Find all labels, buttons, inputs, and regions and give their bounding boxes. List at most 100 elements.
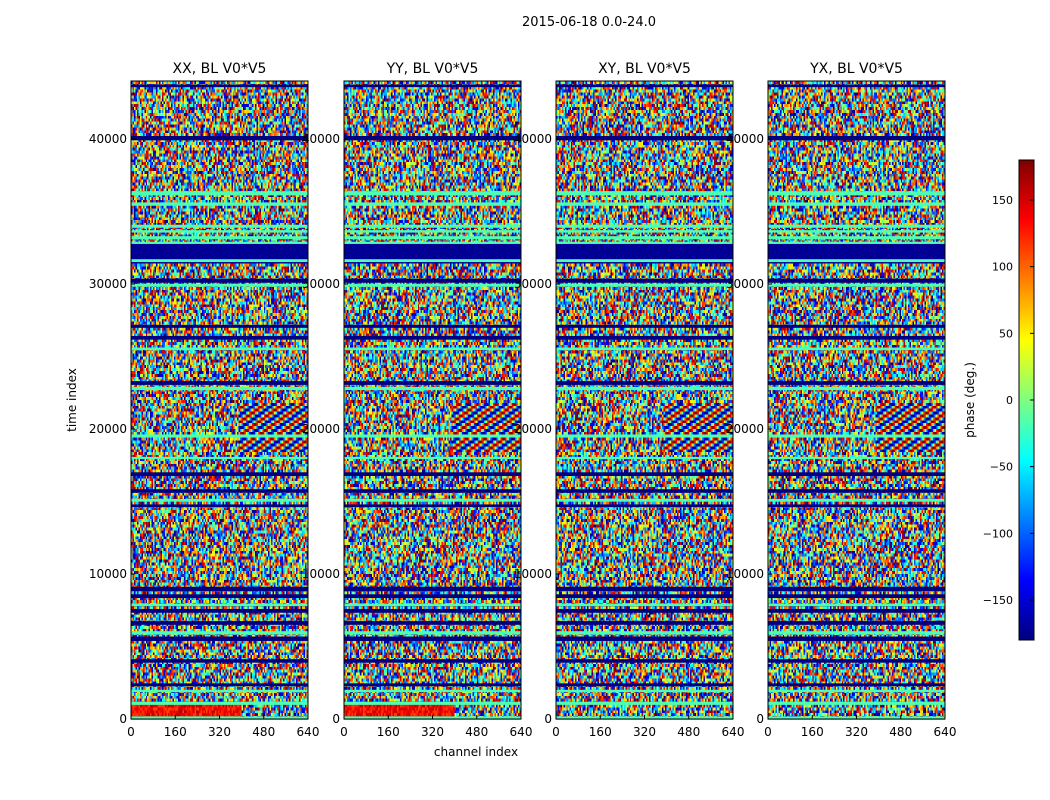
x-tick-label-xy-0: 0: [552, 725, 560, 739]
figure-suptitle: 2015-06-18 0.0-24.0: [522, 15, 656, 30]
x-tick-label-xx-1: 160: [164, 725, 187, 739]
band-xy-22: [556, 347, 733, 351]
band-xy-24: [556, 472, 733, 476]
panel-title-xx: XX, BL V0*V5: [173, 61, 267, 77]
x-tick-label-yy-4: 640: [510, 725, 533, 739]
x-tick-label-xx-0: 0: [127, 725, 135, 739]
band-yy-26: [344, 504, 521, 508]
band-xy-7: [556, 381, 733, 385]
band-xx-5: [131, 230, 308, 233]
band-yx-24: [768, 472, 945, 476]
panel-title-xy: XY, BL V0*V5: [598, 61, 691, 77]
band-yy-18: [344, 324, 521, 328]
band-xy-12: [556, 701, 733, 705]
y-tick-label-xx-1: 10000: [89, 567, 127, 581]
band-xx-8: [131, 259, 308, 263]
band-yy-33: [344, 631, 521, 635]
band-yx-31: [768, 586, 945, 592]
band-yx-14: [768, 603, 945, 607]
band-yy-37: [344, 594, 521, 598]
band-xx-33: [131, 631, 308, 635]
band-xx-27: [131, 689, 308, 693]
band-yy-8: [344, 259, 521, 263]
band-xy-36: [556, 278, 733, 283]
band-yx-26: [768, 504, 945, 508]
band-xy-3: [556, 608, 733, 613]
band-xy-25: [556, 434, 733, 438]
band-yy-21: [344, 84, 521, 88]
colorbar-tick-label-6: 150: [992, 194, 1013, 207]
band-xx-24: [131, 472, 308, 476]
x-tick-label-yx-1: 160: [801, 725, 824, 739]
band-xy-13: [556, 224, 733, 228]
colorbar-tick-label-0: −150: [983, 594, 1013, 607]
band-yy-13: [344, 224, 521, 228]
band-yx-5: [768, 230, 945, 233]
band-yx-37: [768, 594, 945, 598]
band-xx-2: [131, 191, 308, 196]
band-yx-36: [768, 278, 945, 283]
band-yx-33: [768, 631, 945, 635]
y-tick-label-yy-0: 0: [332, 712, 340, 726]
band-yy-35: [344, 236, 521, 240]
band-yx-8: [768, 259, 945, 263]
band-xx-7: [131, 381, 308, 385]
x-tick-label-yy-1: 160: [377, 725, 400, 739]
x-tick-label-xy-3: 480: [677, 725, 700, 739]
y-tick-label-xx-3: 30000: [89, 277, 127, 291]
band-xy-31: [556, 586, 733, 592]
band-xy-17: [556, 335, 733, 340]
band-yy-32: [344, 202, 521, 206]
y-tick-label-xx-0: 0: [119, 712, 127, 726]
band-xx-13: [131, 224, 308, 228]
band-yy-20: [344, 241, 521, 244]
band-yx-20: [768, 241, 945, 244]
band-xy-37: [556, 594, 733, 598]
y-tick-label-yx-0: 0: [756, 712, 764, 726]
x-tick-label-xy-1: 160: [589, 725, 612, 739]
band-yy-27: [344, 689, 521, 693]
band-xy-21: [556, 84, 733, 88]
band-xy-14: [556, 603, 733, 607]
band-xy-15: [556, 621, 733, 625]
panel-title-yy: YY, BL V0*V5: [386, 61, 479, 77]
colorbar-tick-label-3: 0: [1006, 394, 1013, 407]
band-yy-24: [344, 472, 521, 476]
band-yx-0: [768, 498, 945, 502]
y-tick-label-xy-4: 40000: [514, 132, 552, 146]
band-xy-32: [556, 202, 733, 206]
x-tick-label-yx-4: 640: [934, 725, 957, 739]
band-yx-16: [768, 456, 945, 460]
band-yy-22: [344, 347, 521, 351]
band-yx-15: [768, 621, 945, 625]
band-yx-12: [768, 701, 945, 705]
band-yx-35: [768, 236, 945, 240]
y-tick-label-yy-2: 20000: [302, 422, 340, 436]
band-xy-5: [556, 230, 733, 233]
band-yx-29: [768, 489, 945, 493]
band-xx-20: [131, 241, 308, 244]
band-xx-14: [131, 603, 308, 607]
band-yx-22: [768, 347, 945, 351]
band-xx-26: [131, 504, 308, 508]
band-yy-25: [344, 434, 521, 438]
band-xx-9: [131, 636, 308, 640]
band-xy-8: [556, 259, 733, 263]
band-yy-7: [344, 381, 521, 385]
band-yx-32: [768, 202, 945, 206]
x-tick-label-xx-3: 480: [252, 725, 275, 739]
band-xy-29: [556, 489, 733, 493]
colorbar-tick-label-1: −100: [983, 527, 1013, 540]
y-tick-label-yx-1: 10000: [726, 567, 764, 581]
panels: XX, BL V0*V5 0 160 320 480 640 0 10000 20000 3000…: [65, 61, 956, 759]
band-xx-29: [131, 489, 308, 493]
band-yx-9: [768, 636, 945, 640]
y-tick-label-xx-4: 40000: [89, 132, 127, 146]
band-xx-37: [131, 594, 308, 598]
band-yy-31: [344, 586, 521, 592]
band-yx-34: [768, 136, 945, 141]
band-xx-36: [131, 278, 308, 283]
band-xx-21: [131, 84, 308, 88]
band-yx-19: [768, 683, 945, 687]
y-tick-label-xy-1: 10000: [514, 567, 552, 581]
